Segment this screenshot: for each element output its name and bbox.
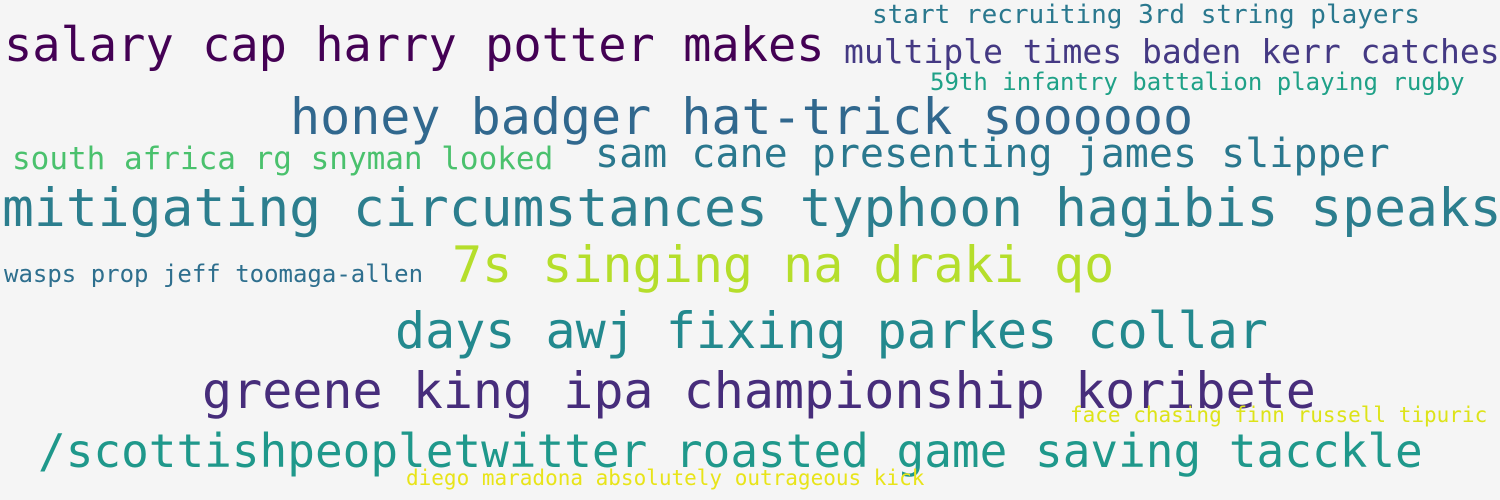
phrase-mitigating-circumstances: mitigating circumstances typhoon hagibis… — [2, 178, 1500, 239]
phrase-salary-cap: salary cap harry potter makes — [4, 18, 825, 73]
phrase-honey-badger: honey badger hat-trick soooooo — [290, 88, 1194, 146]
phrase-diego-maradona: diego maradona absolutely outrageous kic… — [406, 466, 925, 490]
phrase-scottishpeopletwitter: /scottishpeopletwitter roasted game savi… — [38, 424, 1423, 478]
phrase-south-africa: south africa rg snyman looked — [12, 141, 554, 177]
phrase-greene-king: greene king ipa championship koribete — [202, 362, 1316, 420]
phrase-face-chasing: face chasing finn russell tipuric — [1070, 403, 1488, 427]
phrase-days-awj: days awj fixing parkes collar — [395, 302, 1268, 360]
phrase-multiple-times: multiple times baden kerr catches — [844, 32, 1500, 71]
phrase-sam-cane: sam cane presenting james slipper — [595, 131, 1390, 177]
phrase-59th-infantry: 59th infantry battalion playing rugby — [930, 68, 1465, 96]
phrase-wasps-prop: wasps prop jeff toomaga-allen — [4, 260, 424, 288]
phrase-7s-singing: 7s singing na draki qo — [452, 236, 1115, 294]
phrase-start-recruiting: start recruiting 3rd string players — [872, 0, 1420, 30]
